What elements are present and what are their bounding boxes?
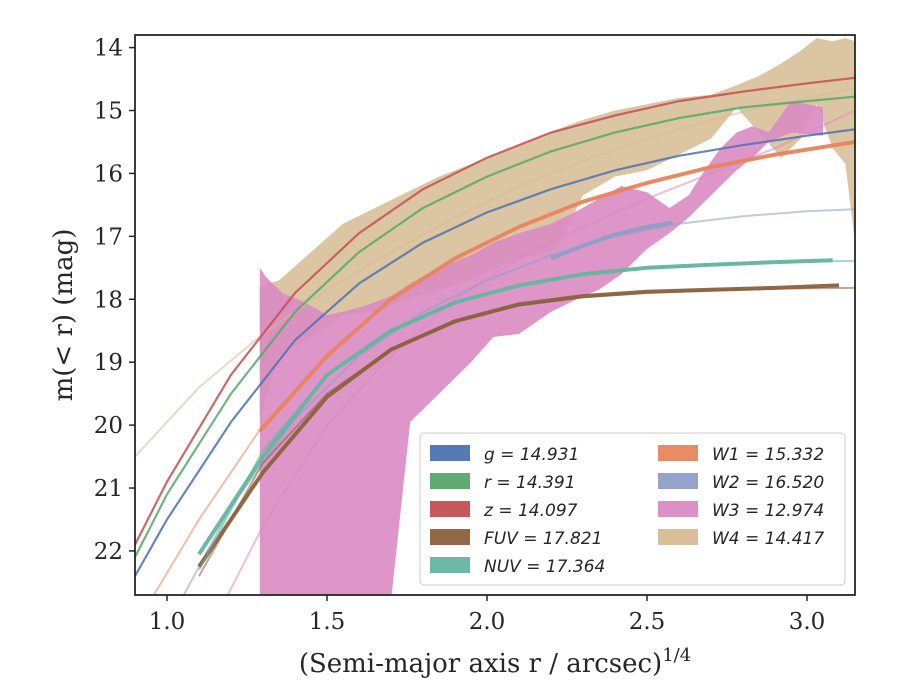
- y-tick-label: 17: [94, 224, 123, 250]
- legend-label-g: g = 14.931: [484, 445, 579, 465]
- legend-swatch-w3: [658, 501, 698, 517]
- legend-label-nuv: NUV = 17.364: [484, 557, 605, 577]
- series-g-model-line: [135, 128, 855, 577]
- y-tick-label: 21: [94, 476, 123, 502]
- series-w2-data-line: [550, 220, 673, 261]
- axes-frame: [134, 34, 856, 596]
- x-tick-label: 2.0: [469, 609, 506, 635]
- y-axis-title: m(< r) (mag): [49, 229, 79, 402]
- legend-swatch-z: [430, 501, 470, 517]
- y-tick-label: 16: [94, 161, 123, 187]
- series-fuv-data-line: [197, 283, 840, 568]
- legend-label-w3: W3 = 12.974: [712, 501, 824, 521]
- series-r-model-line: [135, 95, 855, 558]
- series-w1-data-line: [258, 140, 855, 433]
- legend-label-r: r = 14.391: [484, 473, 576, 493]
- x-axis-title: (Semi-major axis r / arcsec)1/4: [299, 645, 691, 679]
- legend-label-w2: W2 = 16.520: [712, 473, 824, 493]
- x-tick-label: 3.0: [789, 609, 826, 635]
- series-z-model-line: [135, 76, 855, 546]
- x-tick-label: 1.5: [309, 609, 346, 635]
- y-tick-label: 18: [94, 287, 123, 313]
- plot-area: [135, 38, 855, 595]
- legend-label-w1: W1 = 15.332: [712, 445, 824, 465]
- legend-swatch-r: [430, 473, 470, 489]
- legend-label-fuv: FUV = 17.821: [484, 529, 602, 549]
- axes: 1.0 1.5 2.0 2.5 3.0 14 15 16 17 18 19 20 21 22 (Semi-m…: [49, 34, 856, 679]
- y-tick-label: 22: [94, 539, 123, 565]
- series-w3-model-line: [226, 109, 855, 595]
- y-tick-label: 20: [94, 413, 123, 439]
- series-w2-model-line: [182, 208, 855, 595]
- y-tick-label: 15: [94, 99, 123, 125]
- legend-swatch-nuv: [430, 557, 470, 573]
- series-w3-band: [259, 101, 823, 595]
- legend-swatch-w1: [658, 445, 698, 461]
- y-tick-label: 14: [94, 36, 123, 62]
- legend-label-z: z = 14.097: [483, 501, 578, 521]
- legend-swatch-w2: [658, 473, 698, 489]
- legend-label-w4: W4 = 14.417: [712, 529, 824, 549]
- series-nuv-data-line: [197, 258, 833, 556]
- legend-swatch-g: [430, 445, 470, 461]
- legend-box: [419, 432, 846, 586]
- legend: g = 14.931 r = 14.391 z = 14.097 FUV = 17.8…: [419, 432, 846, 586]
- legend-swatch-w4: [658, 529, 698, 545]
- series-w4-model-line: [135, 87, 855, 458]
- legend-swatch-fuv: [430, 529, 470, 545]
- y-tick-label: 19: [94, 350, 123, 376]
- x-tick-label: 2.5: [629, 609, 666, 635]
- x-tick-label: 1.0: [149, 609, 186, 635]
